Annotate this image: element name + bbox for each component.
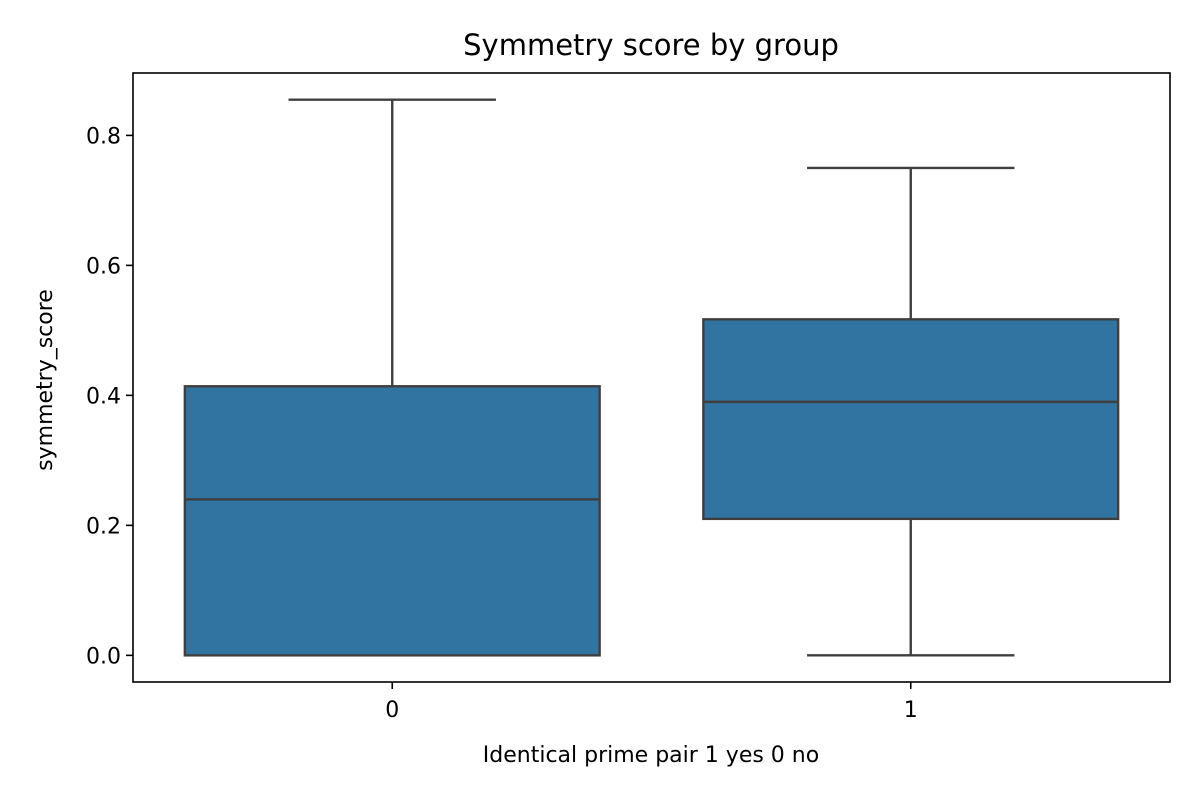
y-axis-label: symmetry_score bbox=[33, 289, 58, 471]
box-0 bbox=[183, 385, 601, 657]
y-tick-label: 0.0 bbox=[86, 644, 121, 669]
y-tick-label: 0.8 bbox=[86, 124, 121, 149]
y-tick-label: 0.4 bbox=[86, 384, 121, 409]
box-group-0 bbox=[183, 98, 601, 657]
y-tick-label: 0.6 bbox=[86, 254, 121, 279]
boxes-layer bbox=[183, 98, 1120, 657]
x-tick-label: 0 bbox=[385, 698, 399, 723]
x-axis-label: Identical prime pair 1 yes 0 no bbox=[483, 743, 819, 768]
plot-frame bbox=[132, 72, 1171, 683]
chart-title: Symmetry score by group bbox=[463, 28, 839, 62]
box-group-1 bbox=[702, 166, 1120, 657]
box-1 bbox=[702, 318, 1120, 521]
y-axis: 0.0 0.2 0.4 0.6 0.8 bbox=[86, 124, 133, 669]
y-tick-label: 0.2 bbox=[86, 514, 121, 539]
x-tick-label: 1 bbox=[904, 698, 918, 723]
